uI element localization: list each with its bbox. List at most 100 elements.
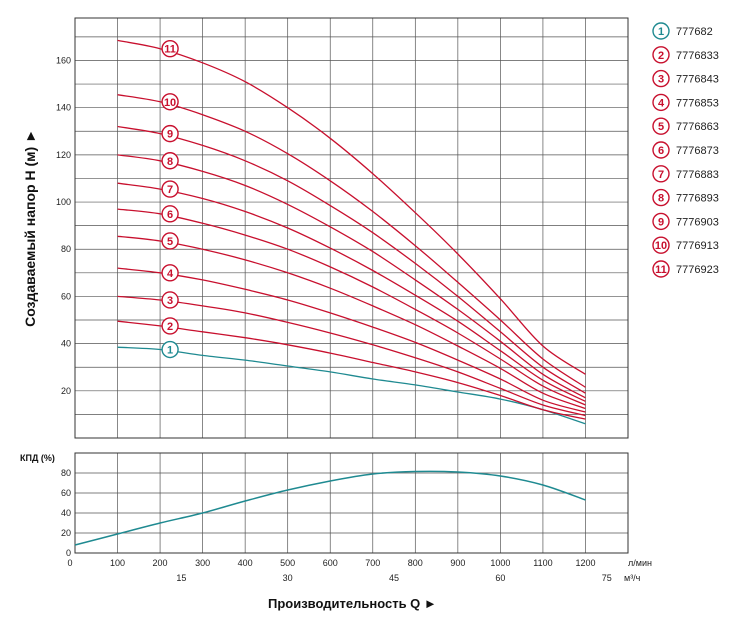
legend-badge	[652, 141, 670, 159]
legend-label: 777682	[676, 26, 713, 38]
head-curve-3	[117, 295, 586, 417]
legend-label: 7776863	[676, 121, 719, 133]
legend-badge	[652, 236, 670, 254]
efficiency-y-tick: 60	[61, 488, 71, 498]
efficiency-y-tick: 0	[66, 548, 71, 558]
legend-badge-label: 5	[658, 121, 664, 133]
legend-badge-label: 3	[658, 74, 664, 86]
head-y-tick: 120	[56, 150, 71, 160]
head-curve-4	[117, 267, 586, 413]
legend-badge	[652, 212, 670, 231]
curve-badge-7	[161, 180, 179, 198]
curve-badge-6	[161, 205, 179, 223]
legend-item-10: 10 7776913	[652, 236, 719, 254]
x-unit-lpm: л/мин	[628, 558, 652, 568]
curve-badge-label: 5	[167, 236, 173, 248]
curve-badge-4	[161, 264, 179, 282]
legend-item-1: 1 777682	[652, 22, 713, 40]
curve-badge-5	[161, 232, 179, 250]
curve-badge-11	[161, 39, 179, 58]
x-tick: 400	[238, 558, 253, 568]
legend-label: 7776843	[676, 74, 719, 86]
head-y-tick: 40	[61, 339, 71, 349]
legend-badge-label: 6	[658, 145, 664, 157]
legend-badge	[652, 188, 670, 207]
legend-badge	[652, 69, 670, 88]
legend-badge-label: 7	[658, 169, 664, 181]
legend-badge-label: 10	[655, 240, 667, 252]
curve-badge-label: 7	[167, 184, 173, 196]
curve-badge-1	[161, 340, 179, 359]
x-tick: 500	[280, 558, 295, 568]
x-tick: 1000	[490, 558, 510, 568]
legend-badge-label: 2	[658, 50, 664, 62]
head-curve-11	[117, 39, 586, 375]
legend-item-6: 6 7776873	[652, 141, 719, 159]
curve-badge-label: 6	[167, 209, 173, 221]
curve-badge-8	[161, 152, 179, 170]
efficiency-y-tick: 40	[61, 508, 71, 518]
legend-badge	[652, 46, 670, 64]
x-tick: 600	[323, 558, 338, 568]
efficiency-grid	[75, 453, 628, 553]
legend-badge	[652, 22, 670, 40]
x-axis-title: Производительность Q ►	[268, 596, 437, 611]
legend-badge	[652, 93, 670, 112]
curve-badge-9	[161, 124, 179, 143]
legend-badge	[652, 165, 670, 183]
legend-label: 7776873	[676, 145, 719, 157]
legend-badge	[652, 117, 670, 135]
legend-item-7: 7 7776883	[652, 165, 719, 183]
x-tick: 300	[195, 558, 210, 568]
head-plot-frame	[74, 17, 629, 439]
legend-badge	[652, 260, 670, 278]
curve-badge-label: 3	[167, 295, 173, 307]
efficiency-y-tick: 20	[61, 528, 71, 538]
head-curve-10	[117, 94, 586, 388]
efficiency-line	[74, 470, 586, 546]
legend-badge-label: 4	[658, 97, 665, 109]
x-tick-labels-m3h: 15 30 45 60 75	[176, 573, 611, 583]
head-y-axis-title: Создаваемый напор H (м) ►	[22, 129, 38, 327]
x-tick: 0	[67, 558, 72, 568]
head-curve-6	[117, 208, 586, 406]
legend-item-4: 4 7776853	[652, 93, 719, 112]
x2-tick: 75	[602, 573, 612, 583]
x2-tick: 45	[389, 573, 399, 583]
x-tick: 900	[450, 558, 465, 568]
head-curve-5	[117, 235, 586, 410]
legend-badge-label: 11	[655, 264, 667, 276]
head-y-tick: 160	[56, 55, 71, 65]
legend-item-5: 5 7776863	[652, 117, 719, 135]
efficiency-plot-frame	[74, 452, 629, 554]
legend-label: 7776913	[676, 240, 719, 252]
curve-badge-label: 10	[164, 97, 176, 109]
curve-badge-10	[161, 93, 179, 111]
legend-item-11: 11 7776923	[652, 260, 719, 278]
x-tick: 200	[153, 558, 168, 568]
efficiency-axis-title: КПД (%)	[20, 453, 55, 463]
head-curve-8	[117, 154, 586, 399]
head-curve-9	[117, 125, 586, 394]
head-curve-badges: 1 2 3 4 5 6 7 8 9 10 11	[161, 39, 179, 359]
x2-tick: 15	[176, 573, 186, 583]
head-y-tick: 20	[61, 386, 71, 396]
legend-badge-label: 1	[658, 26, 664, 38]
legend-label: 7776903	[676, 216, 719, 228]
legend-item-2: 2 7776833	[652, 46, 719, 64]
head-y-tick: 140	[56, 103, 71, 113]
curve-badge-label: 2	[167, 321, 173, 333]
x-tick: 700	[365, 558, 380, 568]
x-tick: 1100	[533, 558, 552, 568]
legend-item-9: 9 7776903	[652, 212, 719, 231]
legend-badge-label: 8	[658, 193, 664, 205]
legend-item-3: 3 7776843	[652, 69, 719, 88]
curve-badge-label: 9	[167, 129, 173, 141]
legend-label: 7776853	[676, 97, 719, 109]
x2-tick: 30	[283, 573, 293, 583]
efficiency-y-tick: 80	[61, 468, 71, 478]
head-curve-2	[117, 320, 586, 420]
x-tick: 800	[408, 558, 423, 568]
